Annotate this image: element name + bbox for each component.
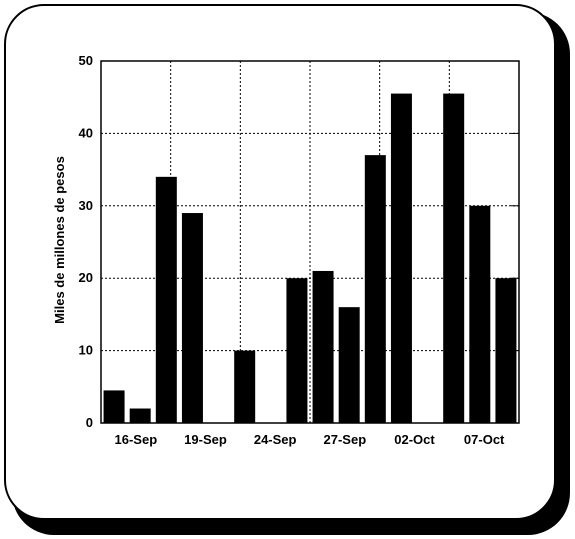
- bar: [495, 278, 517, 423]
- x-tick-label: 07-Oct: [464, 432, 505, 447]
- bar: [338, 307, 360, 423]
- x-tick-label: 02-Oct: [394, 432, 435, 447]
- y-tick-label: 0: [86, 415, 93, 430]
- bar: [364, 155, 386, 423]
- y-axis-label: Miles de millones de pesos: [52, 156, 67, 324]
- x-tick-label: 27-Sep: [324, 432, 367, 447]
- bar: [129, 408, 151, 423]
- bar: [312, 270, 334, 423]
- y-tick-label: 30: [79, 198, 93, 213]
- x-tick-label: 19-Sep: [184, 432, 227, 447]
- bars: [103, 93, 517, 423]
- bar: [469, 205, 491, 423]
- x-tick-label: 16-Sep: [115, 432, 158, 447]
- bar: [103, 390, 125, 423]
- bar: [286, 278, 308, 423]
- y-tick-label: 40: [79, 125, 93, 140]
- bar: [443, 93, 465, 423]
- bar: [181, 213, 203, 423]
- y-axis-ticks: 0 10 20 30 40 50: [79, 53, 93, 430]
- bar: [155, 176, 177, 423]
- x-axis-ticks: 16-Sep 19-Sep 24-Sep 27-Sep 02-Oct 07-Oct: [115, 432, 506, 447]
- x-tick-label: 24-Sep: [254, 432, 297, 447]
- y-tick-label: 10: [79, 343, 93, 358]
- bar: [234, 350, 256, 423]
- bar: [390, 93, 412, 423]
- y-tick-label: 50: [79, 53, 93, 68]
- y-tick-label: 20: [79, 270, 93, 285]
